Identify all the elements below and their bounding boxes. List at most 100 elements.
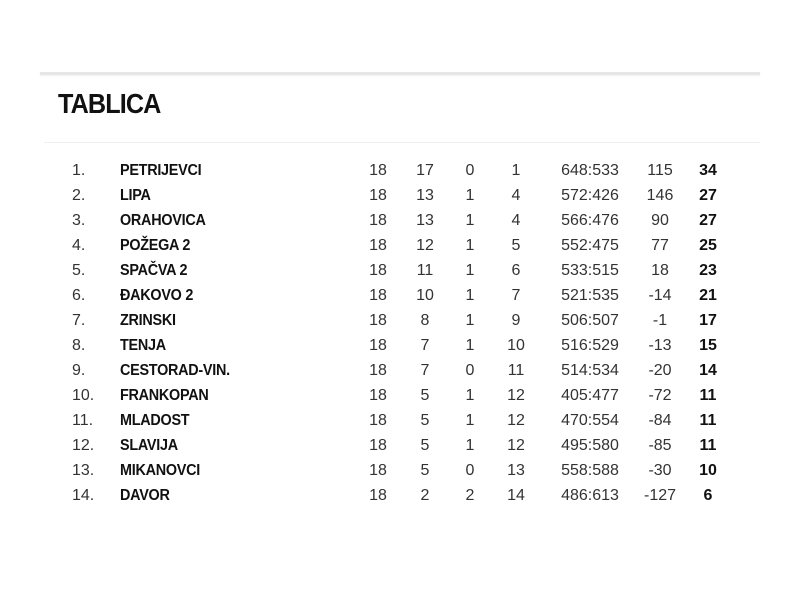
- score-cell: 514:534: [561, 362, 619, 379]
- points-cell: 17: [699, 312, 717, 329]
- lost-cell: 11: [507, 362, 525, 379]
- table-row: 12. SLAVIJA 18 5 1 12 495:580 -85 11: [0, 433, 800, 458]
- won-cell: 5: [420, 412, 430, 429]
- diff-cell: -127: [643, 487, 677, 504]
- won-cell: 13: [416, 212, 434, 229]
- won-cell: 7: [420, 337, 430, 354]
- diff-cell: 90: [651, 212, 669, 229]
- table-row: 1. PETRIJEVCI 18 17 0 1 648:533 115 34: [0, 158, 800, 183]
- drawn-cell: 1: [465, 412, 475, 429]
- score-cell: 521:535: [561, 287, 619, 304]
- points-cell: 10: [699, 462, 717, 479]
- drawn-cell: 1: [465, 237, 475, 254]
- diff-cell: -13: [648, 337, 672, 354]
- played-cell: 18: [369, 387, 387, 404]
- played-cell: 18: [369, 487, 387, 504]
- points-cell: 34: [699, 162, 717, 179]
- standings-table: 1. PETRIJEVCI 18 17 0 1 648:533 115 34 2. LIPA 18 13…: [0, 158, 800, 508]
- drawn-cell: 1: [465, 312, 475, 329]
- points-cell: 11: [699, 387, 717, 404]
- table-row: 7. ZRINSKI 18 8 1 9 506:507 -1 17: [0, 308, 800, 333]
- drawn-cell: 1: [465, 212, 475, 229]
- won-cell: 5: [420, 462, 430, 479]
- score-cell: 486:613: [561, 487, 619, 504]
- score-cell: 506:507: [561, 312, 619, 329]
- table-row: 3. ORAHOVICA 18 13 1 4 566:476 90 27: [0, 208, 800, 233]
- rank-cell: 9.: [72, 362, 86, 379]
- drawn-cell: 1: [465, 262, 475, 279]
- team-name: SPAČVA 2: [120, 262, 188, 279]
- points-cell: 6: [703, 487, 713, 504]
- lost-cell: 9: [511, 312, 521, 329]
- lost-cell: 12: [507, 387, 525, 404]
- lost-cell: 14: [507, 487, 525, 504]
- drawn-cell: 1: [465, 337, 475, 354]
- drawn-cell: 0: [465, 362, 475, 379]
- score-cell: 648:533: [561, 162, 619, 179]
- rank-cell: 3.: [72, 212, 86, 229]
- drawn-cell: 2: [465, 487, 475, 504]
- table-row: 2. LIPA 18 13 1 4 572:426 146 27: [0, 183, 800, 208]
- diff-cell: 18: [651, 262, 669, 279]
- points-cell: 11: [699, 412, 717, 429]
- diff-cell: -30: [648, 462, 672, 479]
- played-cell: 18: [369, 412, 387, 429]
- rank-cell: 10.: [72, 387, 95, 404]
- played-cell: 18: [369, 262, 387, 279]
- table-row: 5. SPAČVA 2 18 11 1 6 533:515 18 23: [0, 258, 800, 283]
- rank-cell: 8.: [72, 337, 86, 354]
- won-cell: 10: [416, 287, 434, 304]
- table-row: 14. DAVOR 18 2 2 14 486:613 -127 6: [0, 483, 800, 508]
- won-cell: 7: [420, 362, 430, 379]
- won-cell: 17: [416, 162, 434, 179]
- drawn-cell: 0: [465, 462, 475, 479]
- team-name: LIPA: [120, 187, 151, 204]
- team-name: MIKANOVCI: [120, 462, 200, 479]
- played-cell: 18: [369, 337, 387, 354]
- won-cell: 13: [416, 187, 434, 204]
- score-cell: 495:580: [561, 437, 619, 454]
- diff-cell: -1: [652, 312, 668, 329]
- score-cell: 405:477: [561, 387, 619, 404]
- team-name: POŽEGA 2: [120, 237, 191, 254]
- lost-cell: 6: [511, 262, 521, 279]
- team-name: TENJA: [120, 337, 166, 354]
- played-cell: 18: [369, 362, 387, 379]
- rank-cell: 6.: [72, 287, 86, 304]
- won-cell: 8: [420, 312, 430, 329]
- played-cell: 18: [369, 287, 387, 304]
- won-cell: 5: [420, 437, 430, 454]
- points-cell: 23: [699, 262, 717, 279]
- diff-cell: -72: [648, 387, 672, 404]
- score-cell: 516:529: [561, 337, 619, 354]
- won-cell: 5: [420, 387, 430, 404]
- team-name: ZRINSKI: [120, 312, 176, 329]
- score-cell: 552:475: [561, 237, 619, 254]
- lost-cell: 12: [507, 412, 525, 429]
- rank-cell: 12.: [72, 437, 95, 454]
- played-cell: 18: [369, 212, 387, 229]
- lost-cell: 1: [511, 162, 521, 179]
- score-cell: 470:554: [561, 412, 619, 429]
- team-name: SLAVIJA: [120, 437, 178, 454]
- drawn-cell: 1: [465, 287, 475, 304]
- played-cell: 18: [369, 162, 387, 179]
- rank-cell: 11.: [72, 412, 94, 429]
- score-cell: 558:588: [561, 462, 619, 479]
- diff-cell: -20: [648, 362, 672, 379]
- played-cell: 18: [369, 437, 387, 454]
- team-name: MLADOST: [120, 412, 190, 429]
- lost-cell: 10: [507, 337, 525, 354]
- diff-cell: 115: [647, 162, 673, 179]
- diff-cell: -85: [648, 437, 672, 454]
- diff-cell: 146: [646, 187, 674, 204]
- rank-cell: 13.: [72, 462, 95, 479]
- played-cell: 18: [369, 312, 387, 329]
- rank-cell: 7.: [72, 312, 86, 329]
- table-row: 9. CESTORAD-VIN. 18 7 0 11 514:534 -20 14: [0, 358, 800, 383]
- diff-cell: 77: [651, 237, 669, 254]
- lost-cell: 13: [507, 462, 525, 479]
- team-name: PETRIJEVCI: [120, 162, 202, 179]
- points-cell: 14: [699, 362, 717, 379]
- score-cell: 566:476: [561, 212, 619, 229]
